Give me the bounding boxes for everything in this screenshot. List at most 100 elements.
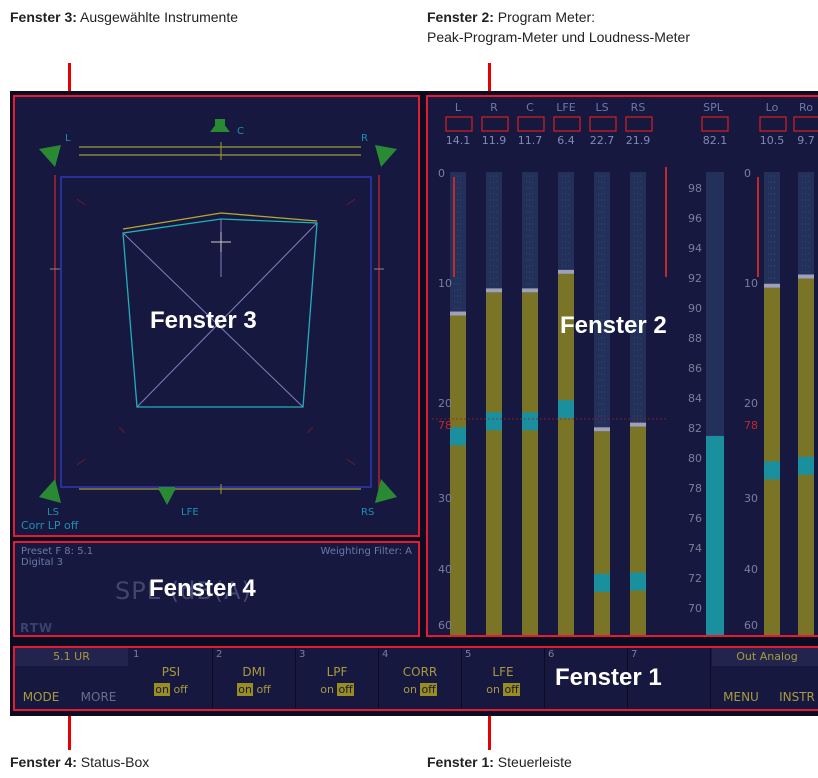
window-4-status-box[interactable]: Preset F 8: 5.1 Digital 3 Weighting Filt… (13, 541, 420, 637)
meter-bar-r-loudness (486, 412, 502, 431)
peak-value-c: 11.7 (518, 134, 543, 147)
meter-bar-rs-peak (630, 422, 646, 427)
slot-toggle[interactable]: on off (130, 683, 212, 696)
scale-spl-74: 74 (688, 542, 702, 555)
peak-box-rs (625, 116, 653, 132)
slot-name: DMI (242, 665, 266, 679)
leader-line-window-2 (488, 63, 491, 95)
peak-box-spl (701, 116, 729, 132)
peak-box-lo (759, 116, 787, 132)
mode-button[interactable]: MODE (22, 690, 60, 704)
analyzer-frame (60, 176, 372, 488)
function-slot-2[interactable]: 2 DMI on off (213, 648, 296, 709)
spl-bar (706, 435, 724, 635)
scale-spl-86: 86 (688, 362, 702, 375)
leader-line-window-3 (68, 63, 71, 95)
toggle-off[interactable]: off (337, 683, 354, 696)
scale-spl-94: 94 (688, 242, 702, 255)
rtw-logo: RTW (20, 621, 54, 635)
scale-spl-84: 84 (688, 392, 702, 405)
scale-spl-90: 90 (688, 302, 702, 315)
window-1-control-bar[interactable]: 5.1 UR MODE MORE 1 PSI on off 2 DMI on off 3 LP… (13, 646, 818, 711)
speaker-label-ls: LS (47, 507, 59, 518)
toggle-on[interactable]: on (154, 683, 170, 696)
meter-bar-lfe-loudness (558, 400, 574, 419)
scale-right-0: 0 (744, 167, 751, 180)
slot-number: 6 (548, 649, 555, 660)
speaker-label-lfe: LFE (181, 507, 199, 518)
slot-number: 1 (133, 649, 140, 660)
toggle-on[interactable]: on (320, 683, 334, 696)
peak-box-r (481, 116, 509, 132)
slot-toggle[interactable]: on off (296, 683, 378, 696)
speaker-r-icon (375, 145, 397, 167)
slot-toggle[interactable]: on off (379, 683, 461, 696)
peak-value-lo: 10.5 (760, 134, 785, 147)
scale-spl-88: 88 (688, 332, 702, 345)
correlation-status: Corr LP off (21, 519, 79, 532)
toggle-on[interactable]: on (486, 683, 500, 696)
scale-spl-78: 78 (688, 482, 702, 495)
toggle-on[interactable]: on (403, 683, 417, 696)
meter-label-r: R (490, 101, 498, 114)
format-indicator: 5.1 UR (15, 648, 128, 666)
toggle-off[interactable]: off (173, 683, 188, 696)
function-slot-6[interactable]: 6 (545, 648, 628, 709)
meter-bar-c (522, 292, 538, 635)
function-slot-7[interactable]: 7 (628, 648, 711, 709)
window-2-program-meter[interactable]: L 14.1 R 11.9 C 11.7 LFE 6.4 LS 22.7 RS 21.9 0 10 20 30… (426, 95, 818, 637)
slot-toggle[interactable]: on off (462, 683, 544, 696)
function-slot-1[interactable]: 1 PSI on off (130, 648, 213, 709)
scale-right-60: 60 (744, 619, 758, 632)
peak-box-ls (589, 116, 617, 132)
callout-window-1: Fenster 1: Steuerleiste (427, 754, 572, 770)
meter-bar-l-peak (450, 311, 466, 316)
toggle-off[interactable]: off (256, 683, 271, 696)
window-1-label: Fenster 1 (555, 664, 662, 691)
window-3-instruments[interactable]: L C R LS LFE RS Corr LP off Fenster 3 (13, 95, 420, 537)
scale-left-30: 30 (438, 492, 452, 505)
peak-box-ro (793, 116, 818, 132)
meter-bar-ls (594, 431, 610, 635)
function-slot-4[interactable]: 4 CORR on off (379, 648, 462, 709)
leader-line-window-1 (488, 712, 491, 750)
scale-spl-72: 72 (688, 572, 702, 585)
slot-toggle[interactable]: on off (213, 683, 295, 696)
meter-bar-c-loudness (522, 412, 538, 431)
speaker-rs-icon (375, 479, 397, 503)
speaker-l-icon (39, 145, 61, 167)
function-slot-3[interactable]: 3 LPF on off (296, 648, 379, 709)
meter-bar-rs (630, 426, 646, 635)
surround-polygon (122, 218, 318, 408)
peak-value-lfe: 6.4 (557, 134, 575, 147)
speaker-label-c: C (237, 126, 244, 137)
scale-left-20: 20 (438, 397, 452, 410)
peak-value-l: 14.1 (446, 134, 471, 147)
meter-bar-lfe (558, 273, 574, 635)
peak-box-c (517, 116, 545, 132)
peak-value-rs: 21.9 (626, 134, 651, 147)
toggle-on[interactable]: on (237, 683, 253, 696)
slot-name: LPF (326, 665, 348, 679)
toggle-off[interactable]: off (503, 683, 520, 696)
preset-info: Preset F 8: 5.1 Digital 3 (21, 546, 93, 568)
meter-bar-ls-peak (594, 427, 610, 432)
instr-button[interactable]: INSTR (779, 690, 815, 704)
scale-spl-96: 96 (688, 212, 702, 225)
scale-spl-70: 70 (688, 602, 702, 615)
scale-right-30: 30 (744, 492, 758, 505)
meter-bar-l-loudness (450, 427, 466, 446)
function-slot-5[interactable]: 5 LFE on off (462, 648, 545, 709)
speaker-lfe-icon (159, 490, 175, 505)
meter-label-lo: Lo (766, 101, 779, 114)
scale-right-40: 40 (744, 563, 758, 576)
scale-left-40: 40 (438, 563, 452, 576)
meter-bar-ls-loudness (594, 573, 610, 592)
menu-button[interactable]: MENU (723, 690, 759, 704)
speaker-markers (39, 119, 397, 505)
toggle-off[interactable]: off (420, 683, 437, 696)
output-indicator: Out Analog (712, 648, 818, 666)
ref-mark-left: 78 (438, 419, 452, 432)
more-button[interactable]: MORE (80, 690, 117, 704)
peak-value-spl: 82.1 (703, 134, 728, 147)
